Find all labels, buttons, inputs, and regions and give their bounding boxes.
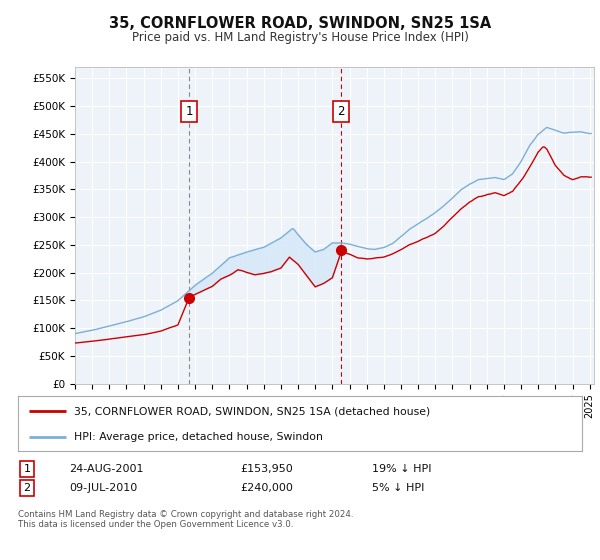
Text: £240,000: £240,000 bbox=[240, 483, 293, 493]
Text: 24-AUG-2001: 24-AUG-2001 bbox=[69, 464, 143, 474]
Text: 1: 1 bbox=[23, 464, 31, 474]
Text: Price paid vs. HM Land Registry's House Price Index (HPI): Price paid vs. HM Land Registry's House … bbox=[131, 31, 469, 44]
Text: Contains HM Land Registry data © Crown copyright and database right 2024.
This d: Contains HM Land Registry data © Crown c… bbox=[18, 510, 353, 529]
Text: 5% ↓ HPI: 5% ↓ HPI bbox=[372, 483, 424, 493]
Text: 2: 2 bbox=[338, 105, 345, 118]
Text: £153,950: £153,950 bbox=[240, 464, 293, 474]
Text: 35, CORNFLOWER ROAD, SWINDON, SN25 1SA (detached house): 35, CORNFLOWER ROAD, SWINDON, SN25 1SA (… bbox=[74, 407, 431, 416]
Text: 19% ↓ HPI: 19% ↓ HPI bbox=[372, 464, 431, 474]
Text: 1: 1 bbox=[185, 105, 193, 118]
Text: 35, CORNFLOWER ROAD, SWINDON, SN25 1SA: 35, CORNFLOWER ROAD, SWINDON, SN25 1SA bbox=[109, 16, 491, 31]
Text: HPI: Average price, detached house, Swindon: HPI: Average price, detached house, Swin… bbox=[74, 432, 323, 442]
Text: 09-JUL-2010: 09-JUL-2010 bbox=[69, 483, 137, 493]
Text: 2: 2 bbox=[23, 483, 31, 493]
